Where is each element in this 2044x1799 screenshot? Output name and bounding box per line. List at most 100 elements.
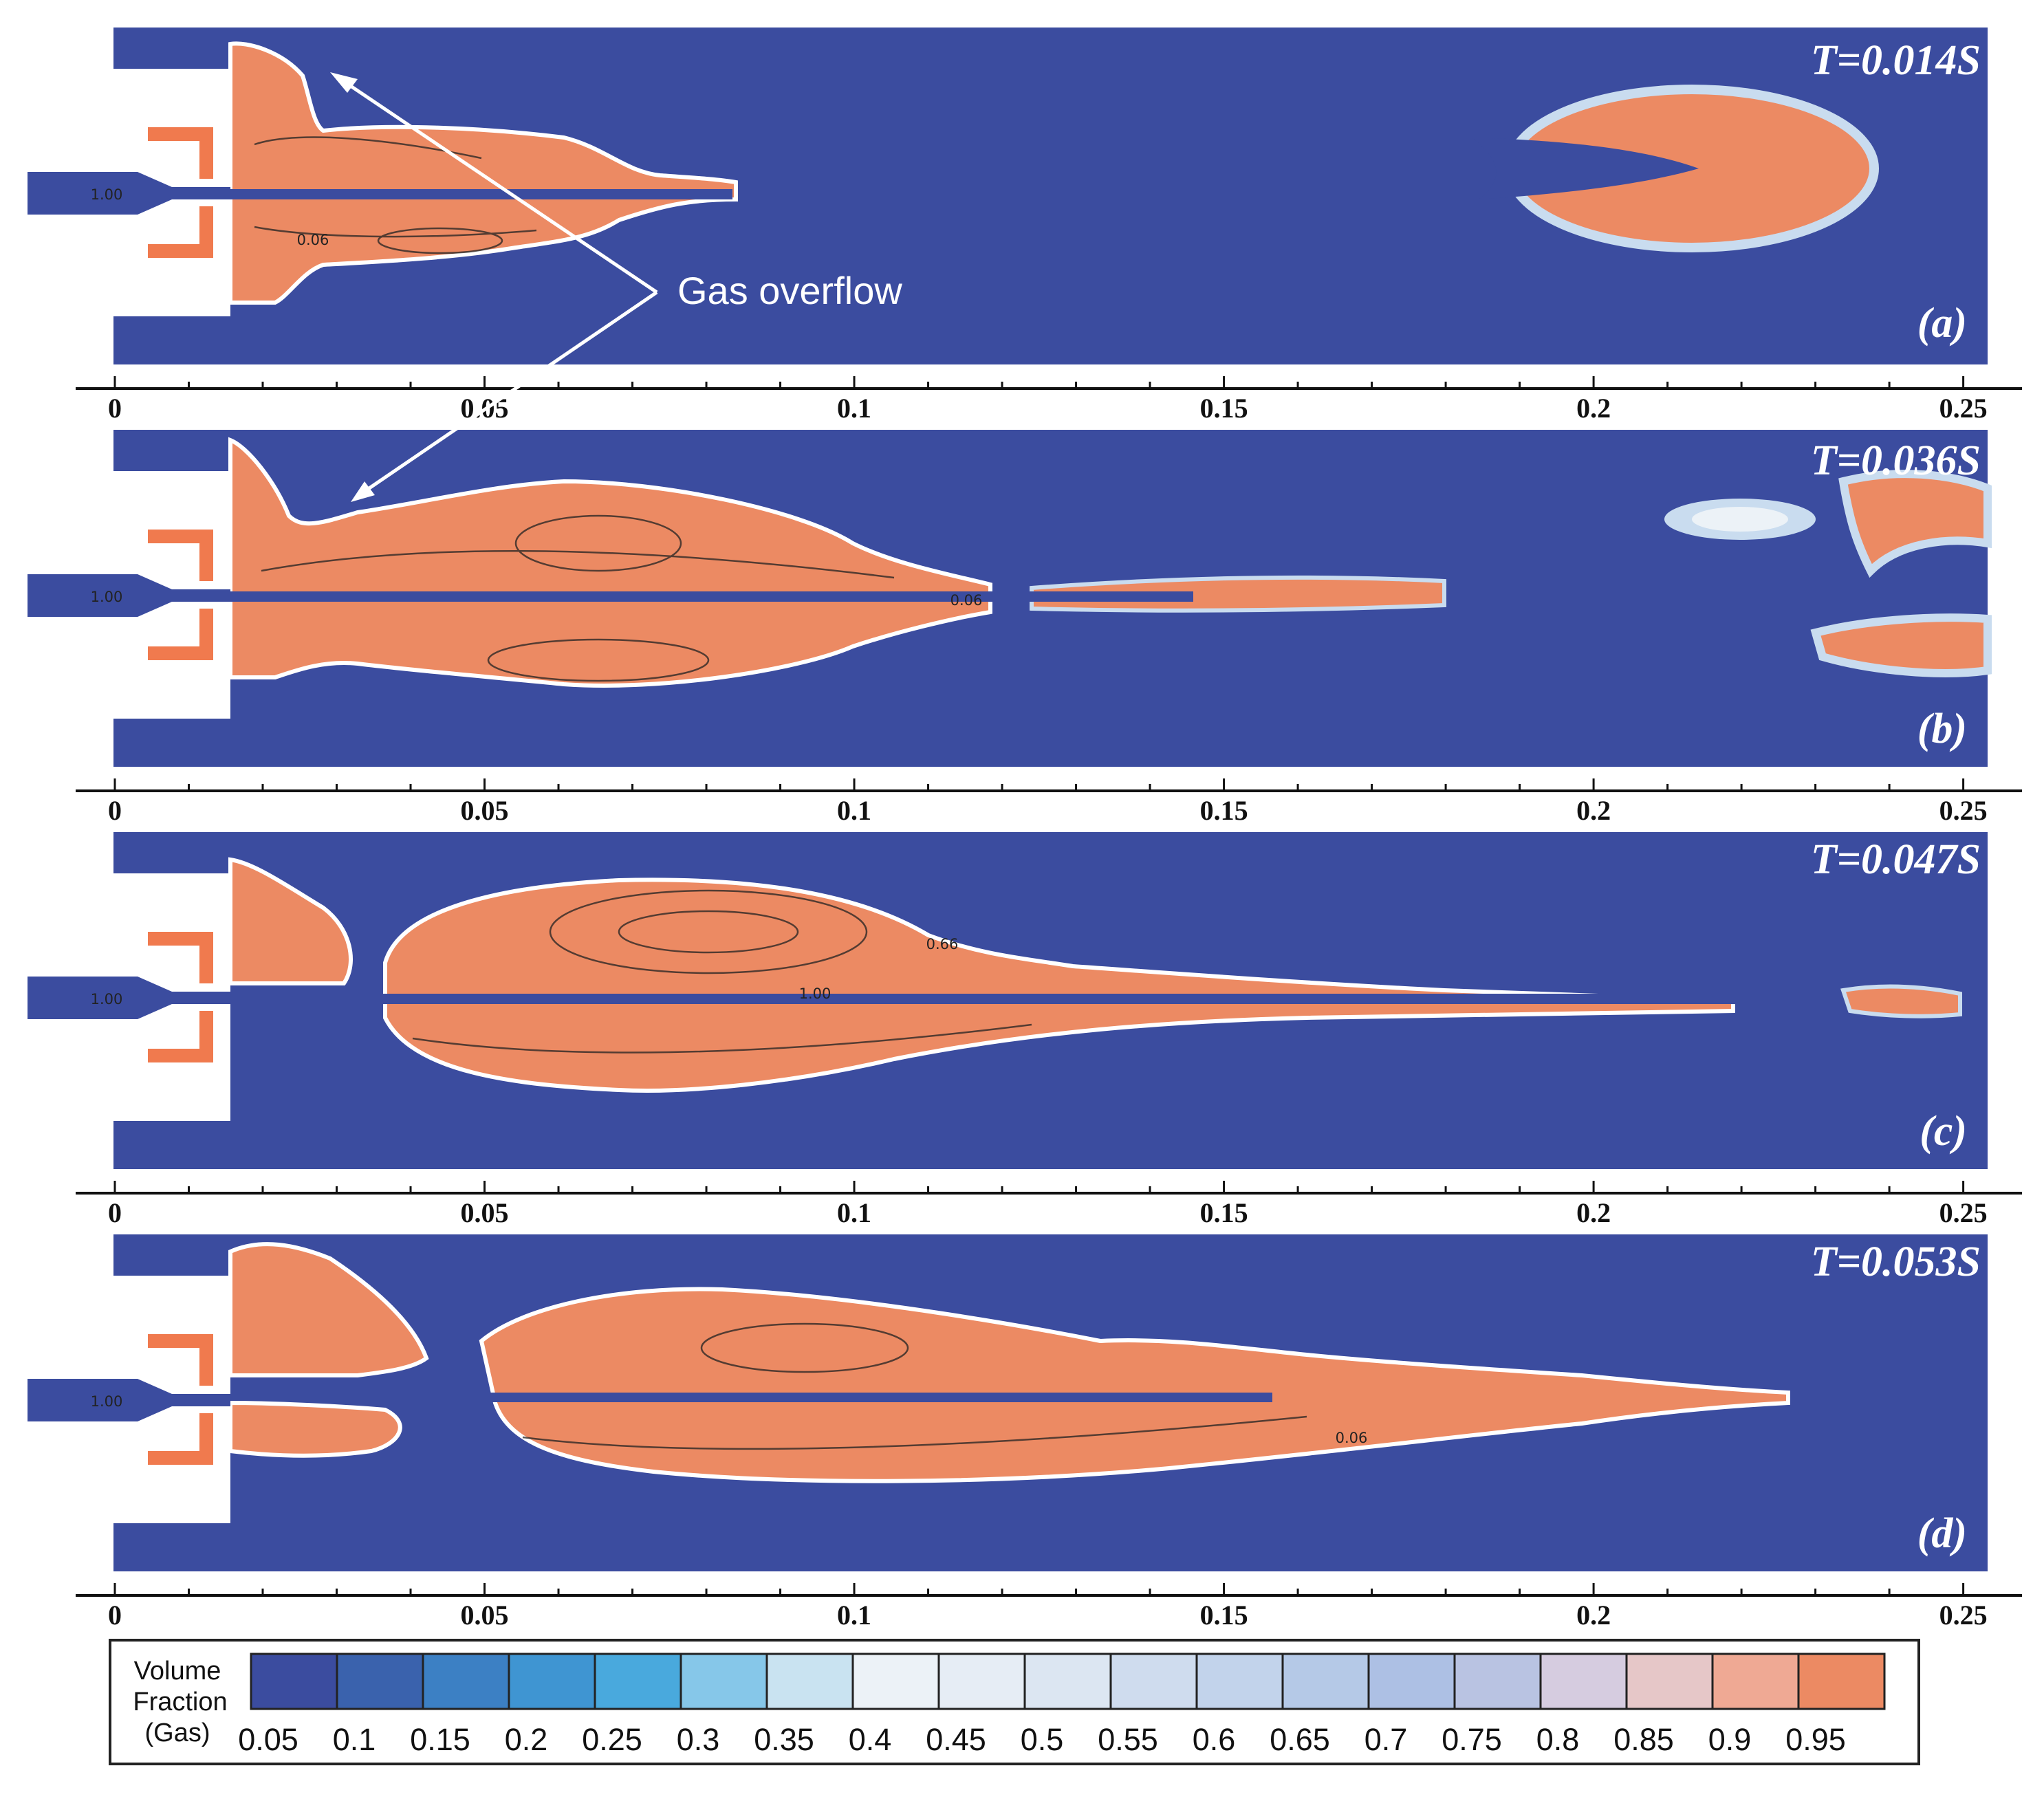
legend: Volume Fraction (Gas) 0.05 0.1 0.15 0.2 0.25… (109, 1639, 1920, 1765)
legend-swatch (1539, 1653, 1628, 1710)
legend-swatch (508, 1653, 596, 1710)
axis-ticks: 0 0.05 0.1 0.15 0.2 0.25 0 0.05 0.1 0.15 0.2 0.25 0 0… (108, 376, 1988, 1631)
legend-swatches (250, 1653, 1886, 1710)
panel-d-jet-core (481, 1393, 1272, 1402)
legend-swatch (1023, 1653, 1112, 1710)
legend-value: 0.4 (849, 1722, 892, 1757)
legend-swatch (1109, 1653, 1198, 1710)
panel-c-injector (28, 977, 230, 1019)
panel-c-contour-label-1: 0.66 (926, 936, 959, 952)
tick-label: 0.2 (1576, 393, 1611, 424)
tick-label: 0 (108, 795, 122, 826)
panel-d-time: T=0.053S (1811, 1239, 1981, 1285)
panel-c-nozzle-upper (148, 932, 213, 983)
panel-b: 1.00 0.06 T=0.036S (b) (28, 430, 1988, 767)
tick-label: 0.05 (461, 1197, 509, 1228)
panel-c-time: T=0.047S (1811, 836, 1981, 883)
panel-d-injector (28, 1379, 230, 1421)
panel-a-jet-core (230, 189, 732, 199)
panel-c-jet-core (230, 994, 1743, 1004)
legend-value: 0.6 (1193, 1722, 1236, 1757)
tick-label: 0 (108, 1197, 122, 1228)
legend-title-line-1: Volume (134, 1657, 221, 1686)
panel-c-contour-label-2: 1.00 (799, 985, 831, 1002)
panel-d-nozzle-lower (148, 1413, 213, 1465)
legend-value: 0.55 (1098, 1722, 1158, 1757)
tick-label: 0.25 (1939, 1600, 1988, 1631)
legend-value: 0.8 (1536, 1722, 1580, 1757)
panel-b-injector (28, 574, 230, 617)
tick-label: 0.05 (461, 795, 509, 826)
panel-b-label: (b) (1917, 706, 1967, 752)
panel-c-nozzle-value: 1.00 (91, 991, 123, 1007)
legend-value: 0.3 (677, 1722, 720, 1757)
streamlines (254, 136, 1307, 1450)
panel-d-label: (d) (1917, 1510, 1967, 1557)
legend-value: 0.95 (1785, 1722, 1846, 1757)
legend-title-line-2: Fraction (133, 1688, 227, 1716)
panel-a: 1.00 0.06 T=0.014S (a) (28, 28, 1988, 364)
legend-swatch (765, 1653, 854, 1710)
legend-swatch (851, 1653, 940, 1710)
legend-swatch (594, 1653, 682, 1710)
legend-value: 0.2 (505, 1722, 548, 1757)
legend-value: 0.05 (238, 1722, 298, 1757)
panel-c-nozzle-lower (148, 1011, 213, 1062)
tick-label: 0 (108, 393, 122, 424)
tick-label: 0.15 (1200, 1197, 1248, 1228)
legend-swatch (422, 1653, 510, 1710)
panel-a-label: (a) (1917, 300, 1967, 347)
tick-label: 0.25 (1939, 393, 1988, 424)
panel-c: 1.00 0.66 1.00 T=0.047S (c) (28, 832, 1988, 1169)
panel-d-contour-label: 0.06 (1336, 1430, 1368, 1446)
legend-swatch (1453, 1653, 1542, 1710)
tick-label: 0.15 (1200, 795, 1248, 826)
legend-value: 0.15 (410, 1722, 470, 1757)
legend-value: 0.85 (1613, 1722, 1674, 1757)
legend-value: 0.45 (926, 1722, 986, 1757)
tick-label: 0.2 (1576, 795, 1611, 826)
legend-swatch (336, 1653, 424, 1710)
panel-a-nozzle-lower (148, 206, 213, 258)
panel-b-nozzle-lower (148, 609, 213, 660)
arrow-to-panel-b (360, 290, 658, 496)
gas-overflow-annotation: Gas overflow (330, 72, 902, 502)
panel-c-label: (c) (1920, 1108, 1967, 1155)
legend-swatch (1625, 1653, 1714, 1710)
arrow-to-panel-a (339, 77, 658, 294)
tick-label: 0.1 (837, 393, 871, 424)
legend-value: 0.5 (1021, 1722, 1064, 1757)
legend-value: 0.1 (333, 1722, 376, 1757)
tick-label: 0 (108, 1600, 122, 1631)
legend-value: 0.65 (1270, 1722, 1330, 1757)
legend-swatch (1711, 1653, 1800, 1710)
legend-value: 0.9 (1708, 1722, 1752, 1757)
tick-label: 0.1 (837, 1600, 871, 1631)
panel-b-time: T=0.036S (1811, 437, 1981, 484)
panel-b-nozzle-upper (148, 530, 213, 581)
legend-title-line-3: (Gas) (145, 1719, 210, 1747)
panel-a-nozzle-value: 1.00 (91, 186, 123, 203)
tick-label: 0.1 (837, 795, 871, 826)
legend-swatch (937, 1653, 1026, 1710)
tick-label: 0.15 (1200, 1600, 1248, 1631)
panel-a-time: T=0.014S (1811, 37, 1981, 84)
tick-label: 0.15 (1200, 393, 1248, 424)
tick-label: 0.2 (1576, 1197, 1611, 1228)
legend-swatch (1195, 1653, 1284, 1710)
panel-b-jet-core (230, 591, 1193, 602)
tick-label: 0.1 (837, 1197, 871, 1228)
panel-d-nozzle-upper (148, 1334, 213, 1386)
legend-value: 0.75 (1442, 1722, 1502, 1757)
tick-label: 0.05 (461, 1600, 509, 1631)
panel-b-contour-label: 0.06 (950, 592, 983, 609)
legend-value: 0.7 (1365, 1722, 1408, 1757)
legend-swatch (1281, 1653, 1370, 1710)
legend-swatch (250, 1653, 338, 1710)
tick-label: 0.2 (1576, 1600, 1611, 1631)
arrow-head-a (330, 72, 358, 93)
legend-values: 0.05 0.1 0.15 0.2 0.25 0.3 0.35 0.4 0.45 0.5 0.55 0… (238, 1722, 1846, 1757)
panel-b-nozzle-value: 1.00 (91, 589, 123, 605)
panel-a-injector (28, 172, 230, 215)
